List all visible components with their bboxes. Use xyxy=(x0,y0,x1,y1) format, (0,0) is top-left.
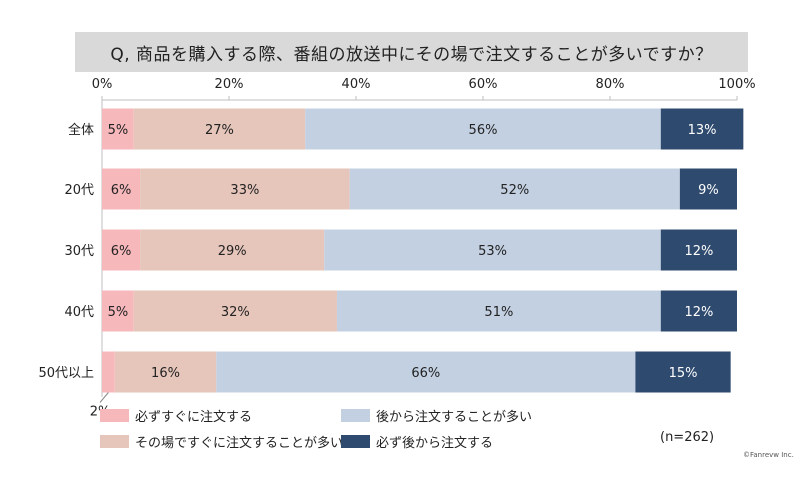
data-label: 16% xyxy=(151,366,180,381)
bar-segment xyxy=(660,108,744,150)
bar-segment xyxy=(133,290,337,332)
category-label: 40代 xyxy=(64,305,94,320)
sample-size-note: (n=262) xyxy=(660,430,715,445)
category-label: 50代以上 xyxy=(38,366,94,381)
legend-label: 後から注文することが多い xyxy=(376,410,533,425)
legend-item-often-order-now: その場ですぐに注文することが多い xyxy=(100,432,343,451)
data-label: 56% xyxy=(469,123,498,138)
data-label-leader xyxy=(99,392,109,403)
data-label: 13% xyxy=(688,123,717,138)
bar-segment xyxy=(133,108,306,150)
bar-segment xyxy=(102,168,141,210)
data-label: 53% xyxy=(478,244,507,259)
category-label: 20代 xyxy=(64,183,94,198)
x-tick-label: 80% xyxy=(596,77,625,92)
bar-segment xyxy=(102,229,141,271)
legend-label: 必ず後から注文する xyxy=(376,436,494,451)
legend-swatch xyxy=(341,409,370,422)
category-label: 全体 xyxy=(68,122,94,138)
data-label: 29% xyxy=(218,244,247,259)
category-label: 30代 xyxy=(64,244,94,259)
data-label: 6% xyxy=(111,244,132,259)
legend-label: その場ですぐに注文することが多い xyxy=(135,436,344,451)
legend-item-always-order-later: 必ず後から注文する xyxy=(341,432,493,451)
bar-segment xyxy=(336,290,661,332)
data-label: 33% xyxy=(230,183,259,198)
bar-segment xyxy=(305,108,661,150)
bar-segment xyxy=(114,351,217,393)
data-label: 52% xyxy=(500,183,529,198)
data-label: 12% xyxy=(684,305,713,320)
data-label: 15% xyxy=(669,366,698,381)
bar-segment xyxy=(660,290,737,332)
x-tick-label: 40% xyxy=(342,77,371,92)
bar-segment xyxy=(349,168,680,210)
x-tick-label: 60% xyxy=(469,77,498,92)
bar-segment xyxy=(102,290,134,332)
bar-segment xyxy=(216,351,636,393)
credit-text: ©Fanrevw Inc. xyxy=(743,451,794,459)
x-tick-label: 20% xyxy=(215,77,244,92)
x-tick-label: 0% xyxy=(92,77,113,92)
bar-segment xyxy=(102,351,115,393)
bar-segment xyxy=(660,229,737,271)
data-label: 5% xyxy=(108,123,129,138)
legend-label: 必ずすぐに注文する xyxy=(135,410,253,425)
data-label: 12% xyxy=(684,244,713,259)
legend-item-must-order-now: 必ずすぐに注文する xyxy=(100,406,252,425)
bar-segment xyxy=(140,168,350,210)
legend-item-often-order-later: 後から注文することが多い xyxy=(341,406,532,425)
bar-segment xyxy=(324,229,661,271)
bar-segment xyxy=(635,351,731,393)
data-label: 51% xyxy=(484,305,513,320)
legend-swatch xyxy=(100,409,129,422)
x-tick-label: 100% xyxy=(718,77,755,92)
data-label: 6% xyxy=(111,183,132,198)
data-label: 32% xyxy=(221,305,250,320)
legend-swatch xyxy=(100,435,129,448)
data-label: 5% xyxy=(108,305,129,320)
data-label: 66% xyxy=(411,366,440,381)
legend-swatch xyxy=(341,435,370,448)
bar-segment xyxy=(102,108,134,150)
chart-title: Q, 商品を購入する際、番組の放送中にその場で注文することが多いですか？ xyxy=(75,32,748,72)
data-label: 27% xyxy=(205,123,234,138)
bar-segment xyxy=(140,229,325,271)
bar-segment xyxy=(679,168,737,210)
data-label: 9% xyxy=(698,183,719,198)
